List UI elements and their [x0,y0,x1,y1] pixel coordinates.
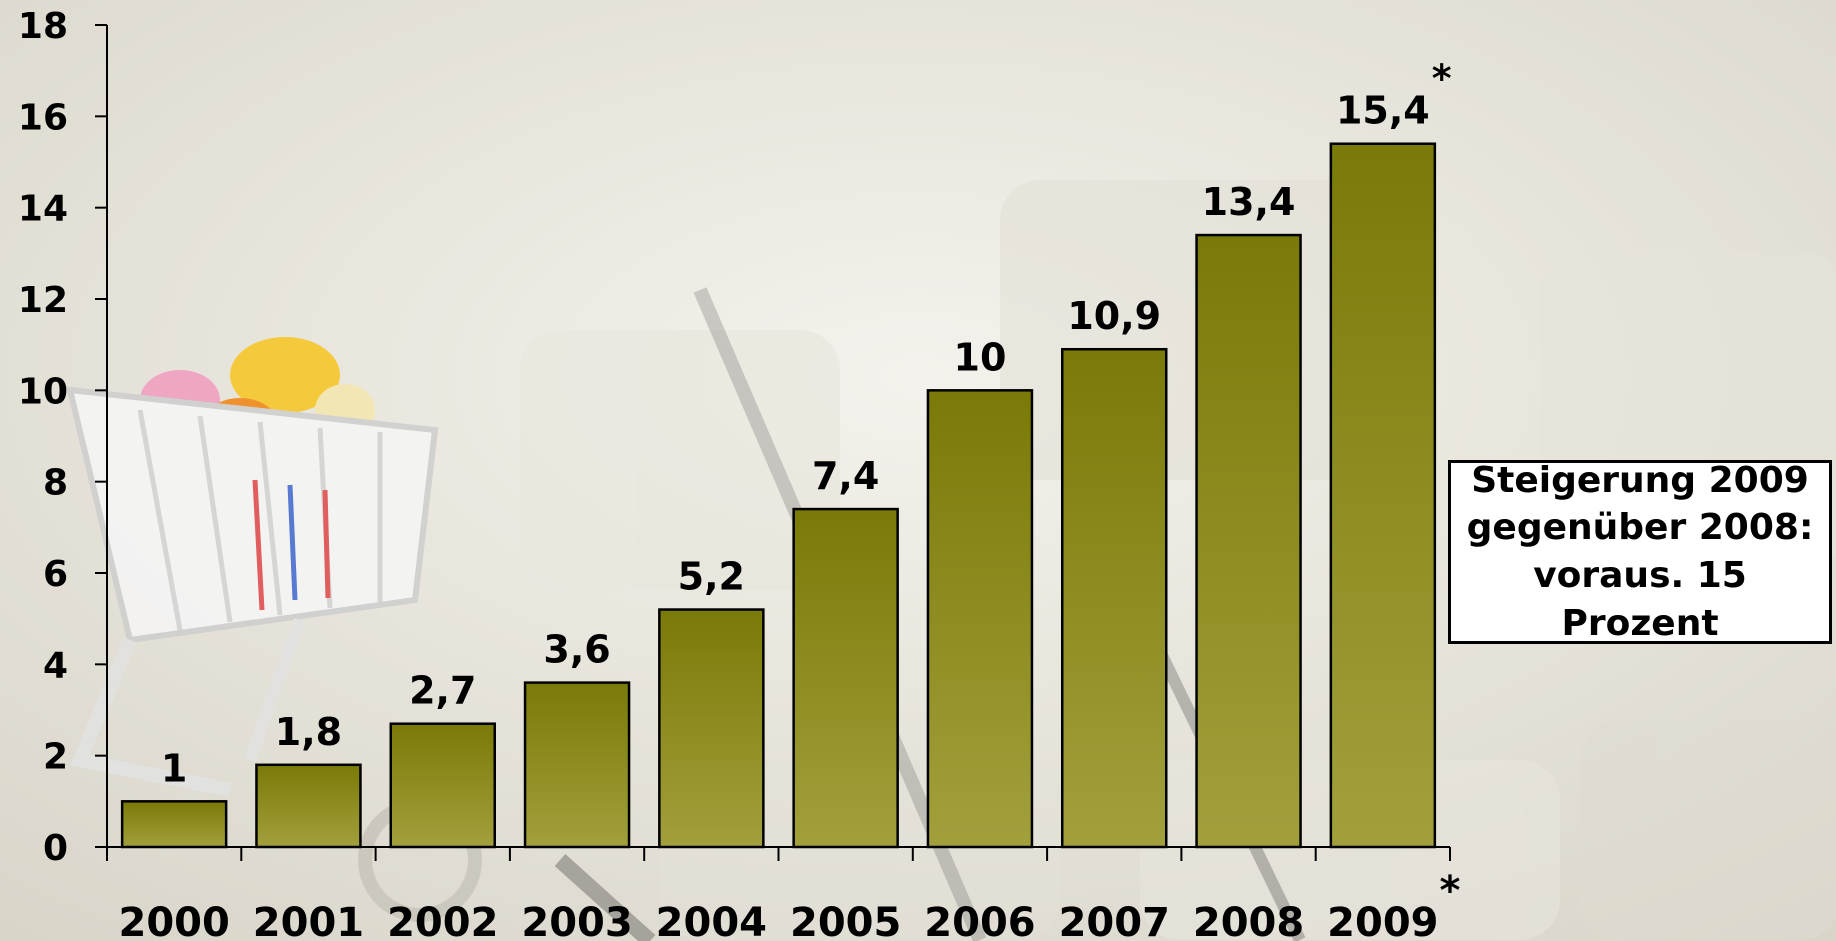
annotation-text: Steigerung 2009 gegenüber 2008: voraus. … [1466,459,1814,644]
data-label-2000: 1 [161,746,187,790]
data-label-2003: 3,6 [543,628,610,672]
bar-2004 [658,608,765,849]
x-tick-label-2003: 2003 [521,900,632,941]
x-tick-label-2001: 2001 [253,900,364,941]
y-axis: 0 2 4 6 8 10 12 14 16 18 [18,6,108,869]
data-label-2001: 1,8 [275,710,342,754]
bar-2001 [255,763,362,849]
x-tick-label-2009: 2009 [1327,900,1438,941]
x-tick-label-2007: 2007 [1059,900,1170,941]
bar-2000 [120,800,228,849]
data-label-2007: 10,9 [1067,294,1161,338]
y-tick-label: 16 [18,97,68,138]
data-label-2005: 7,4 [812,454,879,498]
x-tick-label-2002: 2002 [387,900,498,941]
x-axis: 2000 2001 2002 2003 2004 2005 2006 2007 2008 2009… [106,846,1461,941]
x-tick-label-2008: 2008 [1193,900,1304,941]
annotation-box: Steigerung 2009 gegenüber 2008: voraus. … [1448,460,1832,644]
bar-2002 [389,722,496,849]
x-tick-label-2006: 2006 [924,900,1035,941]
y-tick-label: 2 [43,737,68,778]
bar-2003 [523,681,631,849]
y-tick-label: 10 [18,371,68,412]
y-tick-label: 6 [43,554,68,595]
y-tick-label: 12 [18,280,68,321]
bar-2008 [1195,233,1302,849]
x-tick-label-2004: 2004 [656,900,767,941]
x-tick-label-2000: 2000 [118,900,229,941]
y-tick-label: 4 [43,645,68,686]
x-tick-label-2005: 2005 [790,900,901,941]
bar-2009 [1329,142,1437,849]
y-tick-label: 0 [43,828,68,869]
data-label-2004: 5,2 [678,555,745,599]
y-tick-label: 8 [43,463,68,504]
bar-2007 [1061,347,1168,849]
data-label-mark-2009: * [1432,57,1452,101]
y-tick-label: 14 [18,189,68,230]
data-label-2008: 13,4 [1202,180,1296,224]
x-tick-label-mark-2009: * [1440,868,1461,914]
bars [120,142,1437,849]
data-label-2002: 2,7 [409,669,476,713]
y-tick-label: 18 [18,6,68,47]
shopping-cart-icon [66,337,482,922]
bar-2006 [926,389,1034,849]
data-label-2006: 10 [954,335,1007,379]
bar-2005 [792,507,899,849]
data-label-2009: 15,4 [1336,89,1430,133]
data-labels: 1 1,8 2,7 3,6 5,2 7,4 10 10,9 13,4 15,4* [161,57,1452,791]
